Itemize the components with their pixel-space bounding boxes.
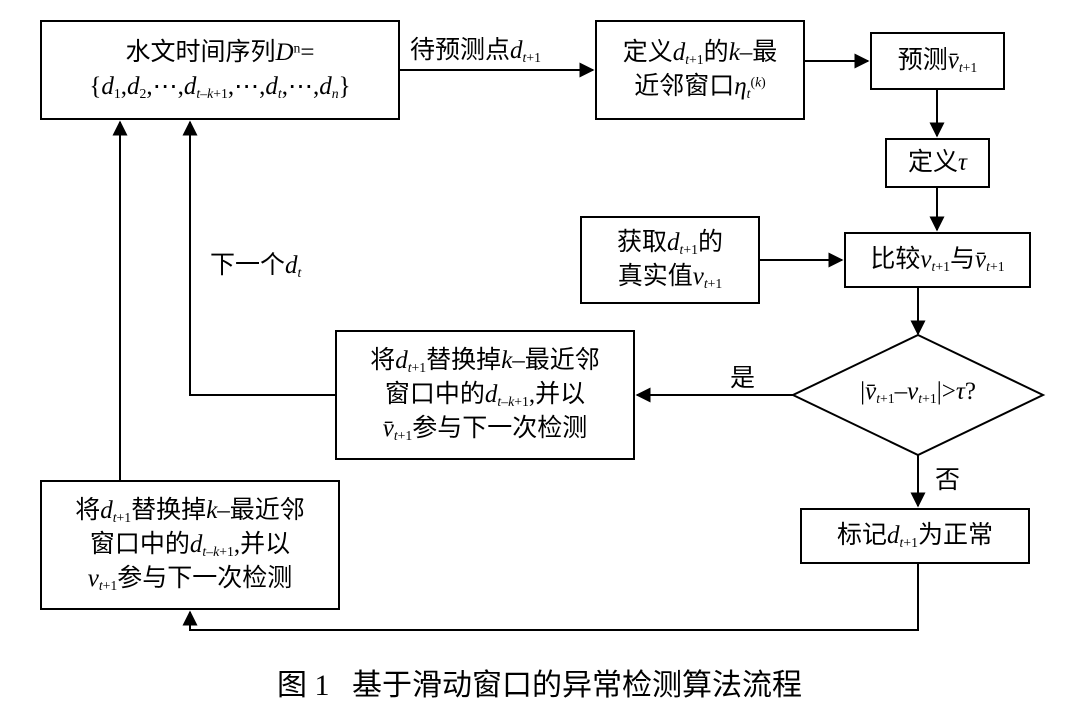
flowchart-canvas: 水文时间序列Dn={d1,d2,⋯,dt–k+1,⋯,dt,⋯,dn} 定义dt… <box>0 0 1079 717</box>
node-compare: 比较vt+1与v̄t+1 <box>844 232 1031 288</box>
node-predict: 预测v̄t+1 <box>870 32 1005 90</box>
node-replace-v: 将dt+1替换掉k–最近邻窗口中的dt–k+1,并以vt+1参与下一次检测 <box>40 480 340 610</box>
edge-label-no: 否 <box>935 460 960 496</box>
diamond-text: |v̄t+1–vt+1|>τ? <box>793 378 1043 407</box>
edge-label-yes: 是 <box>730 358 755 394</box>
node-mark-normal: 标记dt+1为正常 <box>800 508 1030 564</box>
node-define-window: 定义dt+1的k–最近邻窗口ηt(k) <box>595 20 805 120</box>
node-start-series: 水文时间序列Dn={d1,d2,⋯,dt–k+1,⋯,dt,⋯,dn} <box>40 20 400 120</box>
figure-caption: 图 1 基于滑动窗口的异常检测算法流程 <box>0 660 1079 704</box>
node-get-real: 获取dt+1的真实值vt+1 <box>580 216 760 304</box>
edge-label-next-d: 下一个dt <box>210 245 301 281</box>
node-define-tau: 定义τ <box>885 138 990 188</box>
edge-label-predict-point: 待预测点dt+1 <box>410 30 541 66</box>
node-replace-vbar: 将dt+1替换掉k–最近邻窗口中的dt–k+1,并以v̄t+1参与下一次检测 <box>335 330 635 460</box>
